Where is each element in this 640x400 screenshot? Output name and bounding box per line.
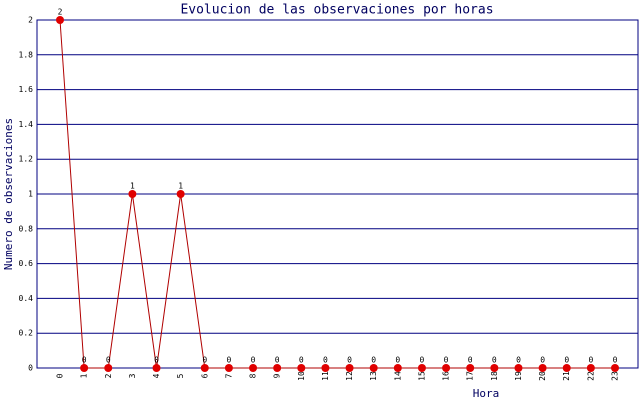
marker <box>200 364 209 372</box>
marker <box>128 190 137 198</box>
y-tick-label: 2 <box>28 16 33 25</box>
y-tick-label: 1.8 <box>19 50 34 59</box>
marker <box>611 364 619 372</box>
data-label: 0 <box>468 356 473 365</box>
marker <box>466 364 475 372</box>
marker <box>249 364 258 372</box>
marker <box>345 364 354 372</box>
marker <box>442 364 451 372</box>
data-label: 0 <box>299 356 304 365</box>
data-label: 0 <box>154 356 159 365</box>
data-label: 0 <box>516 356 521 365</box>
marker <box>538 364 547 372</box>
x-tick-label: 11 <box>321 371 330 381</box>
x-tick-label: 14 <box>393 371 402 381</box>
data-label: 2 <box>58 8 63 17</box>
x-tick-label: 6 <box>200 373 209 378</box>
data-label: 0 <box>444 356 449 365</box>
x-tick-label: 3 <box>128 373 137 378</box>
data-label: 0 <box>82 356 87 365</box>
chart-title: Evolucion de las observaciones por horas <box>180 3 493 18</box>
y-tick-label: 0.8 <box>19 224 34 233</box>
y-tick-label: 0.2 <box>19 329 34 338</box>
x-tick-label: 8 <box>249 373 258 378</box>
data-label: 0 <box>492 356 497 365</box>
line <box>59 19 615 369</box>
data-label: 0 <box>540 356 545 365</box>
data-label: 0 <box>106 356 111 365</box>
data-label: 0 <box>613 356 618 365</box>
y-tick-label: 1.6 <box>19 85 34 94</box>
marker <box>80 364 89 372</box>
x-tick-label: 9 <box>273 373 282 378</box>
marker <box>393 364 402 372</box>
y-tick-label: 1 <box>28 190 33 199</box>
x-tick-label: 4 <box>152 373 161 378</box>
data-label: 1 <box>130 182 135 191</box>
y-axis-label: Numero de observaciones <box>2 118 15 270</box>
x-axis-label: Hora <box>473 387 500 400</box>
data-label: 0 <box>371 356 376 365</box>
marker <box>369 364 378 372</box>
x-tick-label: 12 <box>345 371 354 381</box>
data-label: 1 <box>178 182 183 191</box>
x-tick-label: 7 <box>224 373 233 378</box>
marker <box>152 364 161 372</box>
data-label: 0 <box>588 356 593 365</box>
y-tick-label: 0.4 <box>19 294 34 303</box>
marker <box>297 364 306 372</box>
x-tick-label: 23 <box>611 371 620 381</box>
marker <box>586 364 595 372</box>
x-tick-label: 20 <box>538 371 547 381</box>
x-tick-label: 10 <box>297 371 306 381</box>
x-tick-label: 13 <box>369 371 378 381</box>
x-tick-label: 2 <box>104 373 113 378</box>
data-label: 0 <box>202 356 207 365</box>
y-tick-label: 1.4 <box>19 120 34 129</box>
marker <box>514 364 523 372</box>
y-tick-label: 0 <box>28 364 33 373</box>
y-tick-label: 0.6 <box>19 259 34 268</box>
data-label: 0 <box>323 356 328 365</box>
x-tick-label: 17 <box>466 371 475 381</box>
data-label: 0 <box>251 356 256 365</box>
marker <box>490 364 499 372</box>
y-tick-label: 1.2 <box>19 155 34 164</box>
marker <box>417 364 426 372</box>
x-tick-label: 1 <box>80 373 89 378</box>
x-tick-label: 0 <box>56 373 65 378</box>
x-tick-label: 22 <box>586 371 595 381</box>
data-label: 0 <box>275 356 280 365</box>
data-label: 0 <box>395 356 400 365</box>
x-tick-label: 18 <box>490 371 499 381</box>
data-label: 0 <box>564 356 569 365</box>
marker <box>56 16 64 24</box>
data-label: 0 <box>226 356 231 365</box>
x-tick-label: 19 <box>514 371 523 381</box>
marker <box>176 190 185 198</box>
marker <box>562 364 571 372</box>
data-label: 0 <box>347 356 352 365</box>
marker <box>104 364 113 372</box>
data-label: 0 <box>420 356 425 365</box>
x-tick-label: 21 <box>562 371 571 381</box>
x-tick-label: 16 <box>442 371 451 381</box>
marker <box>321 364 330 372</box>
x-tick-label: 15 <box>417 371 426 381</box>
x-tick-label: 5 <box>176 373 185 378</box>
marker <box>224 364 233 372</box>
marker <box>273 364 282 372</box>
